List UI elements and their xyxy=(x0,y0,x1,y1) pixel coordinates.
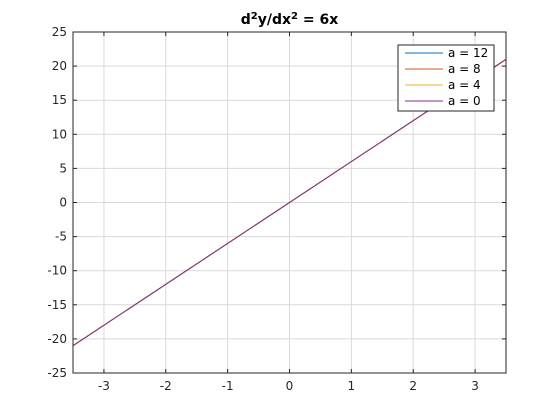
y-tick-label: -25 xyxy=(47,366,67,380)
x-tick-label: 0 xyxy=(286,379,294,393)
title-part-y-dx: y/dx xyxy=(258,12,291,28)
x-tick-label: 1 xyxy=(348,379,356,393)
chart-title: d2y/dx2 = 6x xyxy=(241,11,339,28)
y-tick-label: 10 xyxy=(52,127,67,141)
x-tick-label: 2 xyxy=(409,379,417,393)
title-part-d: d xyxy=(241,12,251,28)
y-tick-label: -15 xyxy=(47,298,67,312)
legend-label: a = 4 xyxy=(448,78,481,92)
y-tick-label: 15 xyxy=(52,93,67,107)
title-superscript-1: 2 xyxy=(251,11,258,22)
y-tick-label: 20 xyxy=(52,59,67,73)
x-tick-label: -2 xyxy=(160,379,172,393)
y-tick-label: 0 xyxy=(59,196,67,210)
legend-label: a = 0 xyxy=(448,94,481,108)
y-tick-label: -20 xyxy=(47,332,67,346)
legend-label: a = 12 xyxy=(448,46,488,60)
x-tick-label: 3 xyxy=(471,379,479,393)
x-tick-label: -1 xyxy=(222,379,234,393)
title-part-rhs: = 6x xyxy=(298,12,338,28)
legend-box xyxy=(397,44,495,112)
y-tick-label: -10 xyxy=(47,264,67,278)
y-tick-label: 25 xyxy=(52,25,67,39)
legend: a = 12 a = 8 a = 4 a = 0 xyxy=(397,44,495,112)
legend-label: a = 8 xyxy=(448,62,481,76)
y-tick-label: 5 xyxy=(59,161,67,175)
y-tick-label: -5 xyxy=(55,230,67,244)
title-superscript-2: 2 xyxy=(291,11,298,22)
x-tick-label: -3 xyxy=(98,379,110,393)
